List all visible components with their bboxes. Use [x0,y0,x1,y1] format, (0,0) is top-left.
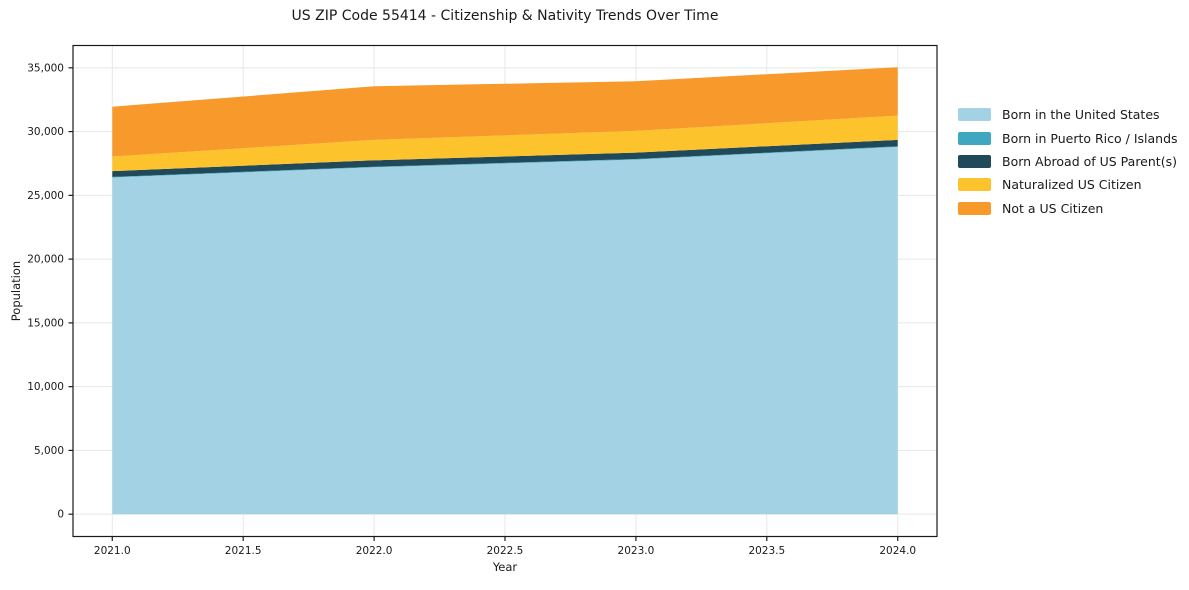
x-tick-label: 2024.0 [879,545,916,557]
x-tick-label: 2022.0 [356,545,393,557]
legend-label: Born in Puerto Rico / Islands [1002,130,1178,146]
legend-label: Born Abroad of US Parent(s) [1002,153,1177,169]
area-not-a-us-citizen [112,67,898,157]
x-tick-label: 2021.0 [94,545,131,557]
x-tick-label: 2022.5 [487,545,524,557]
y-tick-label: 20,000 [27,254,64,266]
area-naturalized-us-citizen [112,115,898,172]
legend-swatch-born-in-the-united-states [958,108,991,122]
legend-item-naturalized-us-citizen: Naturalized US Citizen [958,173,1178,196]
legend-item-born-in-puerto-rico-islands: Born in Puerto Rico / Islands [958,126,1178,149]
legend-item-not-a-us-citizen: Not a US Citizen [958,197,1178,220]
y-tick-label: 30,000 [27,126,64,138]
legend-item-born-in-the-united-states: Born in the United States [958,103,1178,126]
y-tick-label: 35,000 [27,62,64,74]
y-axis-label: Population [9,260,23,322]
legend-label: Born in the United States [1002,107,1160,123]
legend-swatch-not-a-us-citizen [958,201,991,215]
y-tick-label: 10,000 [27,381,64,393]
x-tick-label: 2023.5 [748,545,785,557]
area-born-in-the-united-states [112,146,898,515]
legend-swatch-born-in-puerto-rico-islands [958,131,991,145]
legend-label: Naturalized US Citizen [1002,177,1142,193]
legend-swatch-born-abroad-of-us-parent-s [958,154,991,168]
y-tick-label: 25,000 [27,190,64,202]
legend-label: Not a US Citizen [1002,200,1104,216]
x-tick-label: 2021.5 [225,545,262,557]
y-tick-label: 15,000 [27,317,64,329]
y-tick-label: 0 [57,509,64,521]
legend: Born in the United States Born in Puerto … [958,103,1178,220]
x-tick-label: 2023.0 [618,545,655,557]
chart-title: US ZIP Code 55414 - Citizenship & Nativi… [291,8,719,24]
area-born-in-puerto-rico-islands [112,146,898,178]
legend-item-born-abroad-of-us-parent-s: Born Abroad of US Parent(s) [958,150,1178,173]
x-axis-label: Year [492,560,518,574]
area-born-abroad-of-us-parent-s [112,139,898,177]
legend-swatch-naturalized-us-citizen [958,178,991,192]
y-tick-label: 5,000 [34,445,64,457]
